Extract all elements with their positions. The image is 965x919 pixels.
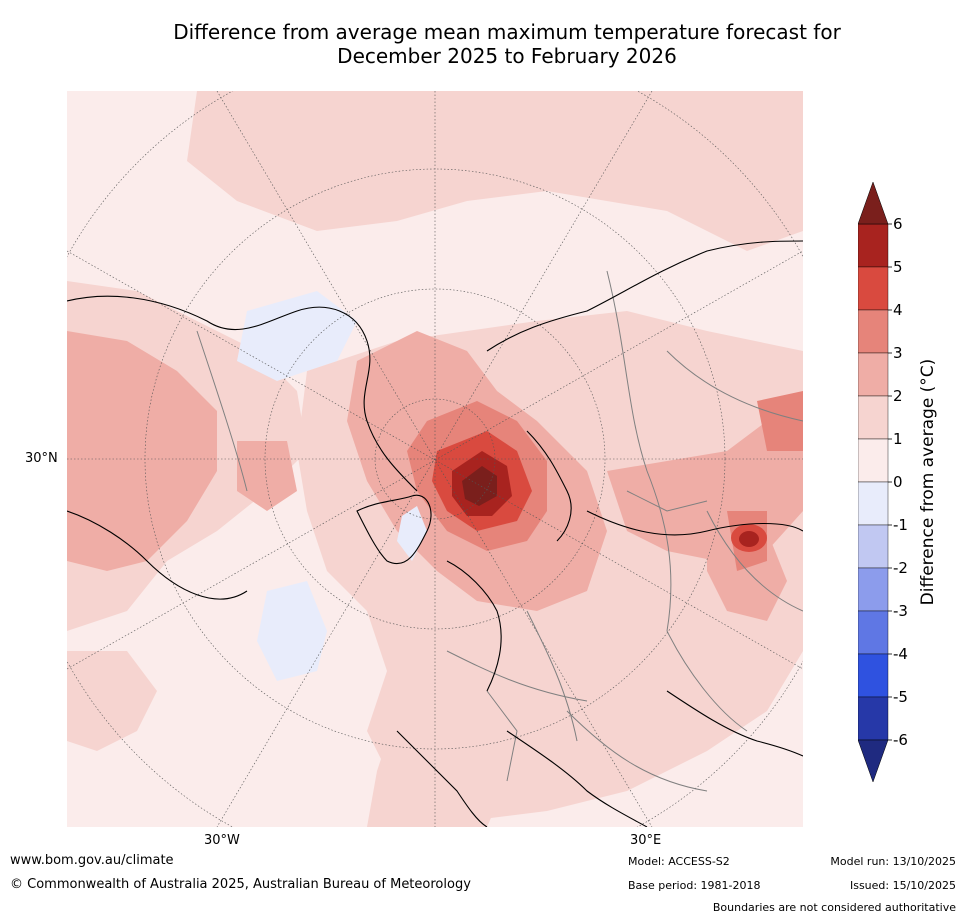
colorbar-segment	[858, 653, 889, 698]
graticule	[67, 91, 803, 827]
colorbar-label: Difference from average (°C)	[918, 358, 938, 606]
colorbar-tick-label: -3	[893, 602, 908, 620]
colorbar-segment	[858, 567, 889, 612]
boundaries-disclaimer: Boundaries are not considered authoritat…	[712, 901, 956, 914]
colorbar-segment	[858, 266, 889, 311]
coastlines	[67, 240, 803, 827]
colorbar-segment	[858, 223, 889, 268]
title-line-2: December 2025 to February 2026	[337, 44, 677, 68]
issued-date: Issued: 15/10/2025	[849, 879, 956, 892]
colorbar-segment	[858, 696, 889, 741]
colorbar-segment	[858, 481, 889, 526]
colorbar-segments	[858, 223, 889, 741]
colorbar-tick-label: -6	[893, 731, 908, 749]
colorbar	[858, 182, 892, 782]
anomaly-negative-regions	[237, 291, 427, 681]
colorbar-segment	[858, 352, 889, 397]
colorbar-segment	[858, 309, 889, 354]
colorbar-tick-label: 5	[893, 258, 903, 276]
colorbar-segment	[858, 395, 889, 440]
colorbar-tick-label: -4	[893, 645, 908, 663]
colorbar-over-arrow	[858, 182, 889, 225]
copyright: © Commonwealth of Australia 2025, Austra…	[10, 877, 471, 892]
colorbar-segment	[858, 438, 889, 483]
colorbar-tick-label: 4	[893, 301, 903, 319]
country-borders	[196, 270, 803, 792]
model-name: Model: ACCESS-S2	[628, 855, 730, 868]
map-title: Difference from average mean maximum tem…	[0, 20, 965, 68]
title-line-1: Difference from average mean maximum tem…	[173, 20, 841, 44]
colorbar-tick-label: 6	[893, 215, 903, 233]
colorbar-tick-label: 0	[893, 473, 903, 491]
temperature-anomaly-map	[67, 91, 803, 827]
colorbar-tick-label: 1	[893, 430, 903, 448]
colorbar-tick-label: -1	[893, 516, 908, 534]
colorbar-tick-label: -5	[893, 688, 908, 706]
colorbar-tick-label: 3	[893, 344, 903, 362]
colorbar-tick-label: -2	[893, 559, 908, 577]
model-run: Model run: 13/10/2025	[830, 855, 956, 868]
colorbar-tick-label: 2	[893, 387, 903, 405]
lon-label-30w: 30°W	[204, 833, 240, 848]
lon-label-30e: 30°E	[630, 833, 662, 848]
colorbar-segment	[858, 610, 889, 655]
base-period: Base period: 1981-2018	[628, 879, 761, 892]
anomaly-over-6-regions	[462, 466, 497, 506]
website-link[interactable]: www.bom.gov.au/climate	[10, 853, 174, 868]
colorbar-under-arrow	[858, 739, 889, 782]
colorbar-segment	[858, 524, 889, 569]
lat-label-30n: 30°N	[25, 451, 58, 466]
colorbar-tick-marks	[888, 223, 892, 741]
map-svg	[67, 91, 803, 827]
